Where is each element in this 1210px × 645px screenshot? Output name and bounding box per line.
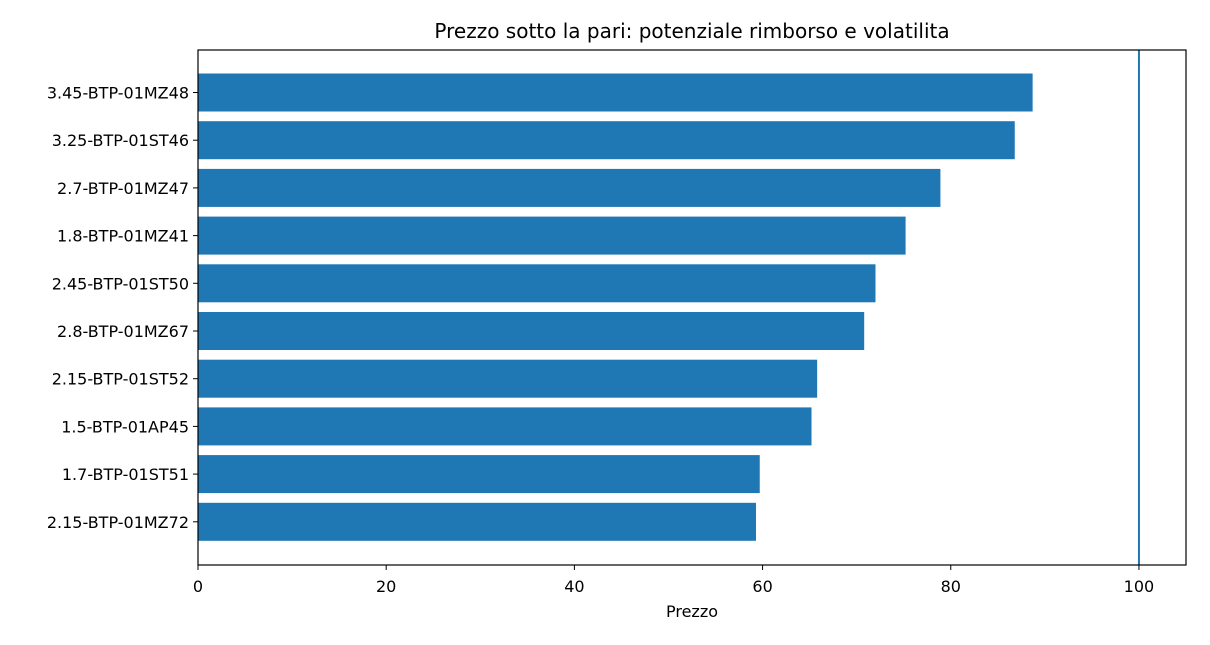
y-tick-label: 2.15-BTP-01ST52 xyxy=(52,370,189,389)
y-tick-label: 2.8-BTP-01MZ67 xyxy=(57,322,189,341)
x-tick-label: 60 xyxy=(752,577,772,596)
bar xyxy=(198,168,941,207)
bar xyxy=(198,264,876,303)
chart-title: Prezzo sotto la pari: potenziale rimbors… xyxy=(434,19,949,43)
bar xyxy=(198,455,760,494)
x-axis-ticks: 0 20 40 60 80 100 xyxy=(193,565,1154,596)
x-axis-label: Prezzo xyxy=(666,602,718,621)
x-tick-label: 100 xyxy=(1124,577,1155,596)
y-tick-label: 2.15-BTP-01MZ72 xyxy=(47,513,189,532)
bar xyxy=(198,121,1015,160)
bars-group xyxy=(198,73,1033,541)
bar xyxy=(198,312,865,350)
y-tick-label: 1.7-BTP-01ST51 xyxy=(62,465,189,484)
x-tick-label: 0 xyxy=(193,577,203,596)
plot-frame xyxy=(197,49,1187,566)
bar xyxy=(198,502,756,541)
y-tick-label: 1.5-BTP-01AP45 xyxy=(61,417,189,436)
y-axis-ticks: 3.45-BTP-01MZ48 3.25-BTP-01ST46 2.7-BTP-01… xyxy=(47,84,198,532)
y-tick-label: 2.7-BTP-01MZ47 xyxy=(57,179,189,198)
x-tick-label: 80 xyxy=(941,577,961,596)
bar xyxy=(198,73,1033,112)
bar xyxy=(198,216,906,255)
y-tick-label: 2.45-BTP-01ST50 xyxy=(52,274,189,293)
x-tick-label: 20 xyxy=(376,577,396,596)
y-tick-label: 3.25-BTP-01ST46 xyxy=(52,131,189,150)
x-tick-label: 40 xyxy=(564,577,584,596)
y-tick-label: 3.45-BTP-01MZ48 xyxy=(47,84,189,103)
bar xyxy=(198,407,812,446)
y-tick-label: 1.8-BTP-01MZ41 xyxy=(57,227,189,246)
bar xyxy=(198,359,818,398)
